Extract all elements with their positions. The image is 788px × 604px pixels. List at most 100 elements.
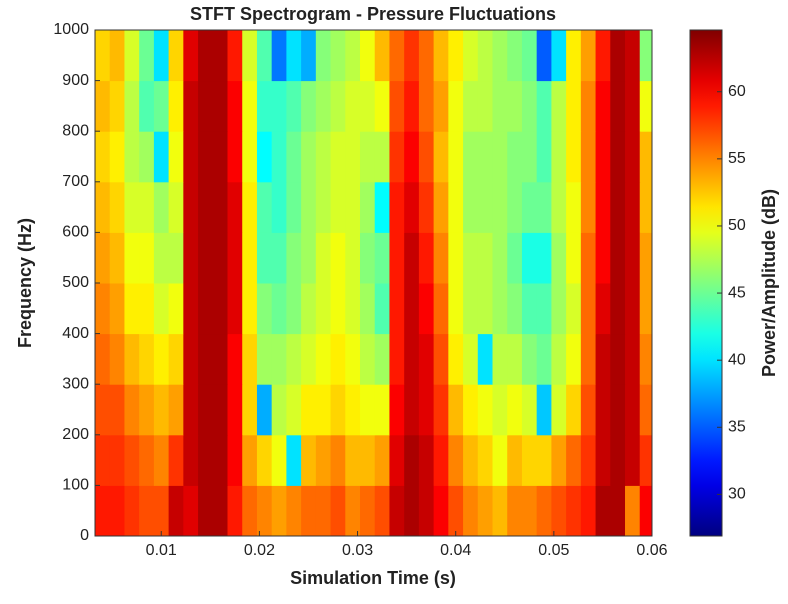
heatmap-cell [286,384,302,436]
heatmap-cell [256,283,273,335]
heatmap-cell [536,232,552,284]
y-tick-label: 400 [62,325,89,342]
heatmap-cell [360,434,376,486]
heatmap-cell [463,181,479,233]
heatmap-cell [271,80,287,132]
heatmap-cell [256,181,273,233]
heatmap-cell [153,384,170,436]
heatmap-cell [595,434,611,486]
heatmap-cell [521,434,538,486]
heatmap-cell [183,181,199,233]
heatmap-cell [360,485,376,536]
heatmap-cell [418,485,435,536]
heatmap-cell [477,232,494,284]
colorbar-tick-label: 60 [728,83,746,100]
heatmap-cell [212,80,229,132]
y-tick-label: 200 [62,426,89,443]
heatmap-cell [580,485,597,536]
y-tick-label: 300 [62,375,89,392]
heatmap-cell [536,485,552,536]
heatmap-cell [330,434,346,486]
axes: 0.01 0.02 0.03 0.04 0.05 0.06 0 100 200 300 400 500… [53,21,745,559]
heatmap-cell [625,80,641,132]
heatmap-cell [139,80,155,132]
heatmap-cell [566,333,582,385]
heatmap-cell [139,384,155,436]
heatmap-cell [374,333,390,385]
heatmap-cell [389,384,405,436]
heatmap-cell [492,232,508,284]
heatmap-cell [404,232,420,284]
heatmap-cell [404,131,420,183]
heatmap-cell [168,485,184,536]
heatmap-cell [580,30,597,82]
heatmap-cell [463,30,479,82]
heatmap-cell [124,283,140,335]
heatmap-cell [374,80,390,132]
heatmap-cell [448,283,464,335]
heatmap-cell [536,131,552,183]
heatmap-cell [595,80,611,132]
y-tick-label: 0 [80,527,89,544]
heatmap-cell [566,30,582,82]
heatmap-cell [271,333,287,385]
heatmap-cell [639,333,652,385]
heatmap-cell [521,181,538,233]
heatmap-cell [448,232,464,284]
heatmap-cell [168,232,184,284]
heatmap-cell [153,232,170,284]
heatmap-cell [330,30,346,82]
heatmap-cell [610,131,626,183]
heatmap-cell [124,30,140,82]
heatmap-cell [139,485,155,536]
heatmap-cell [551,434,567,486]
heatmap-cell [124,434,140,486]
heatmap-cell [168,333,184,385]
heatmap-cell [433,80,449,132]
heatmap-cell [374,384,390,436]
heatmap-cell [315,181,332,233]
heatmap-cell [301,283,317,335]
heatmap-cell [551,30,567,82]
y-tick-label: 100 [62,477,89,494]
heatmap-cell [242,181,258,233]
heatmap-cell [610,80,626,132]
colorbar [689,29,723,537]
heatmap-cell [374,131,390,183]
heatmap-cell [610,333,626,385]
heatmap-cell [625,181,641,233]
heatmap-cell [360,131,376,183]
heatmap-cell [95,232,111,284]
heatmap-cell [95,181,111,233]
heatmap-cell [198,131,214,183]
heatmap-cell [389,485,405,536]
heatmap-cell [271,232,287,284]
heatmap-cell [580,333,597,385]
heatmap-cell [492,485,508,536]
heatmap-cell [477,434,494,486]
y-tick-label: 1000 [53,21,89,38]
heatmap-cell [345,333,361,385]
heatmap-cell [212,30,229,82]
heatmap-cell [404,30,420,82]
heatmap-cell [536,181,552,233]
heatmap-cell [625,232,641,284]
heatmap-cell [433,333,449,385]
heatmap-cell [227,131,243,183]
heatmap-cell [536,80,552,132]
heatmap-cell [433,434,449,486]
heatmap-cell [271,181,287,233]
heatmap-cell [389,333,405,385]
heatmap-cell [492,131,508,183]
heatmap-cell [124,384,140,436]
heatmap-cell [139,232,155,284]
heatmap-cell [242,30,258,82]
heatmap-cell [198,181,214,233]
heatmap-cell [168,131,184,183]
heatmap-cell [536,30,552,82]
heatmap-cell [227,181,243,233]
heatmap-cell [139,181,155,233]
heatmap-cell [639,131,652,183]
heatmap-cell [360,232,376,284]
colorbar-label: Power/Amplitude (dB) [759,189,779,377]
